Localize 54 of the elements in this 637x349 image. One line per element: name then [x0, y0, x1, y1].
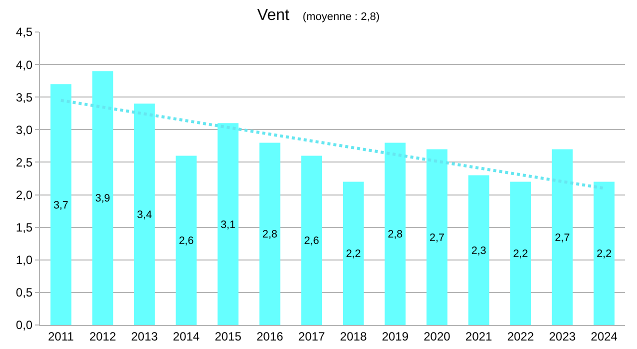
bar	[92, 71, 114, 325]
bar	[50, 84, 72, 325]
bar	[468, 175, 490, 325]
data-label: 2,6	[178, 235, 194, 248]
x-tick-label: 2021	[465, 329, 492, 344]
x-tick-label: 2012	[89, 329, 116, 344]
x-tick-label: 2011	[48, 329, 74, 344]
data-label: 2,2	[346, 248, 361, 260]
x-tick-label: 2019	[382, 329, 409, 344]
y-tick-label: 1,0	[16, 253, 33, 268]
y-tick-label: 4,5	[16, 25, 33, 40]
bar	[301, 156, 322, 325]
x-tick-label: 2018	[340, 329, 368, 344]
bar	[218, 123, 238, 325]
data-label: 2,2	[513, 248, 528, 260]
data-label: 3,1	[220, 218, 236, 231]
data-label: 2,2	[596, 248, 612, 260]
y-tick-label: 4,0	[16, 58, 33, 72]
y-tick-label: 2,5	[16, 155, 33, 170]
y-tick-label: 0,5	[16, 286, 33, 300]
x-tick-label: 2014	[172, 329, 200, 344]
x-tick-label: 2023	[548, 329, 576, 344]
y-tick-label: 2,0	[16, 188, 33, 202]
chart-subtitle: (moyenne : 2,8)	[302, 10, 380, 23]
bar	[176, 156, 197, 325]
y-tick-label: 3,5	[16, 90, 33, 104]
y-tick-label: 1,5	[16, 220, 33, 235]
bar	[594, 182, 615, 325]
x-tick-label: 2013	[131, 329, 158, 344]
x-tick-label: 2024	[590, 329, 618, 344]
bar	[510, 182, 531, 325]
x-tick-label: 2022	[507, 329, 534, 344]
x-tick-label: 2020	[424, 329, 451, 344]
bar	[552, 149, 573, 325]
data-label: 2,8	[262, 228, 278, 241]
x-tick-label: 2015	[214, 329, 242, 344]
bar	[384, 142, 406, 325]
data-label: 3,7	[53, 199, 68, 212]
chart-title: Vent	[257, 6, 290, 24]
data-label: 2,3	[471, 244, 486, 257]
data-label: 3,4	[137, 209, 152, 222]
y-tick-label: 3,0	[16, 122, 33, 137]
x-tick-label: 2016	[256, 329, 284, 344]
bar	[134, 104, 155, 325]
x-tick-label: 2017	[298, 329, 326, 344]
data-label: 2,7	[430, 232, 444, 244]
data-label: 2,7	[554, 232, 570, 244]
bar	[342, 182, 364, 325]
data-label: 3,9	[95, 192, 110, 205]
data-label: 2,6	[304, 235, 320, 248]
bar	[259, 142, 280, 325]
bar	[426, 149, 448, 325]
y-tick-label: 0,0	[16, 318, 33, 332]
data-label: 2,8	[388, 228, 403, 241]
